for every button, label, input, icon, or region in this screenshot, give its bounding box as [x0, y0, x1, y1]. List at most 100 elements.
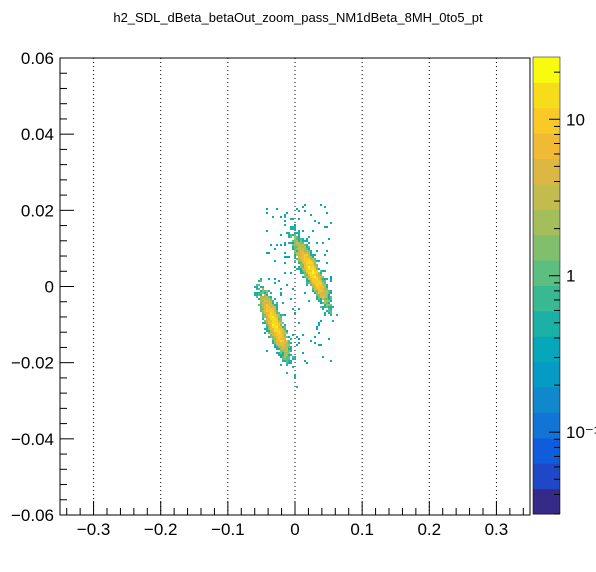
heatmap-cell: [284, 244, 286, 246]
heatmap-cell: [272, 322, 274, 324]
heatmap-cell: [276, 310, 278, 312]
heatmap-cell: [272, 320, 274, 322]
heatmap-cell: [286, 360, 288, 362]
heatmap-cell: [302, 248, 304, 250]
heatmap-cell: [306, 260, 308, 262]
heatmap-cell: [274, 326, 276, 328]
heatmap-cell: [316, 290, 318, 292]
heatmap-cell: [272, 324, 274, 326]
heatmap-cell: [294, 356, 296, 358]
heatmap-cell: [268, 304, 270, 306]
heatmap-cell: [284, 360, 286, 362]
heatmap-cell: [280, 320, 282, 322]
heatmap-cell: [298, 268, 300, 270]
heatmap-cell: [294, 376, 296, 378]
heatmap-cell: [300, 262, 302, 264]
heatmap-cell: [302, 272, 304, 274]
heatmap-cell: [270, 318, 272, 320]
heatmap-cell: [300, 268, 302, 270]
heatmap-cell: [320, 296, 322, 298]
heatmap-cell: [284, 354, 286, 356]
heatmap-cell: [296, 344, 298, 346]
heatmap-cell: [308, 266, 310, 268]
heatmap-cell: [286, 350, 288, 352]
heatmap-cell: [274, 330, 276, 332]
heatmap-cell: [284, 342, 286, 344]
heatmap-cell: [256, 288, 258, 290]
heatmap-cell: [268, 306, 270, 308]
heatmap-cell: [298, 242, 300, 244]
heatmap-cell: [316, 298, 318, 300]
heatmap-cell: [264, 332, 266, 334]
heatmap-cell: [280, 344, 282, 346]
heatmap-cell: [298, 256, 300, 258]
heatmap-cell: [312, 258, 314, 260]
heatmap-cell: [286, 358, 288, 360]
heatmap-cell: [284, 324, 286, 326]
heatmap-cell: [304, 250, 306, 252]
heatmap-cell: [302, 206, 304, 208]
heatmap-cell: [284, 272, 286, 274]
heatmap-cell: [282, 356, 284, 358]
heatmap-cell: [286, 352, 288, 354]
heatmap-cell: [288, 362, 290, 364]
heatmap-cell: [272, 314, 274, 316]
heatmap-cell: [268, 290, 270, 292]
heatmap-cell: [266, 316, 268, 318]
heatmap-cell: [266, 322, 268, 324]
heatmap-cell: [298, 308, 300, 310]
heatmap-cell: [268, 278, 270, 280]
heatmap-cell: [260, 304, 262, 306]
heatmap-cell: [316, 266, 318, 268]
heatmap-cell: [292, 234, 294, 236]
heatmap-cell: [258, 288, 260, 290]
heatmap-cell: [264, 306, 266, 308]
heatmap-cell: [270, 330, 272, 332]
heatmap-cell: [324, 314, 326, 316]
heatmap-cell: [322, 298, 324, 300]
heatmap-cell: [288, 352, 290, 354]
heatmap-cell: [292, 248, 294, 250]
heatmap-cell: [322, 308, 324, 310]
heatmap-cell: [314, 292, 316, 294]
heatmap-cell: [292, 358, 294, 360]
heatmap-cell: [298, 218, 300, 220]
heatmap-cell: [310, 280, 312, 282]
heatmap-cell: [300, 252, 302, 254]
heatmap-cell: [284, 328, 286, 330]
heatmap-cell: [322, 242, 324, 244]
colorbar-swatch: [533, 489, 560, 515]
heatmap-cell: [294, 236, 296, 238]
heatmap-cell: [276, 338, 278, 340]
heatmap-cell: [318, 324, 320, 326]
heatmap-cell: [282, 360, 284, 362]
heatmap-cell: [278, 280, 280, 282]
heatmap-cell: [302, 244, 304, 246]
heatmap-cell: [294, 246, 296, 248]
heatmap-cell: [278, 316, 280, 318]
heatmap-cell: [284, 242, 286, 244]
heatmap-cell: [280, 216, 282, 218]
heatmap-cell: [280, 340, 282, 342]
heatmap-cell: [314, 280, 316, 282]
heatmap-cell: [320, 274, 322, 276]
heatmap-cell: [300, 256, 302, 258]
heatmap-cell: [276, 332, 278, 334]
heatmap-cell: [316, 296, 318, 298]
heatmap-cell: [312, 286, 314, 288]
heatmap-cell: [268, 336, 270, 338]
heatmap-cell: [312, 272, 314, 274]
heatmap-cell: [278, 326, 280, 328]
heatmap-cell: [318, 260, 320, 262]
heatmap-cell: [318, 344, 320, 346]
colorbar-swatch: [533, 412, 560, 438]
colorbar-tick-label: 10⁻¹: [566, 423, 596, 442]
heatmap-cell: [324, 306, 326, 308]
heatmap-cell: [328, 300, 330, 302]
heatmap-cell: [292, 226, 294, 228]
heatmap-cell: [280, 346, 282, 348]
heatmap-cell: [292, 356, 294, 358]
heatmap-cell: [286, 372, 288, 374]
heatmap-cell: [276, 352, 278, 354]
